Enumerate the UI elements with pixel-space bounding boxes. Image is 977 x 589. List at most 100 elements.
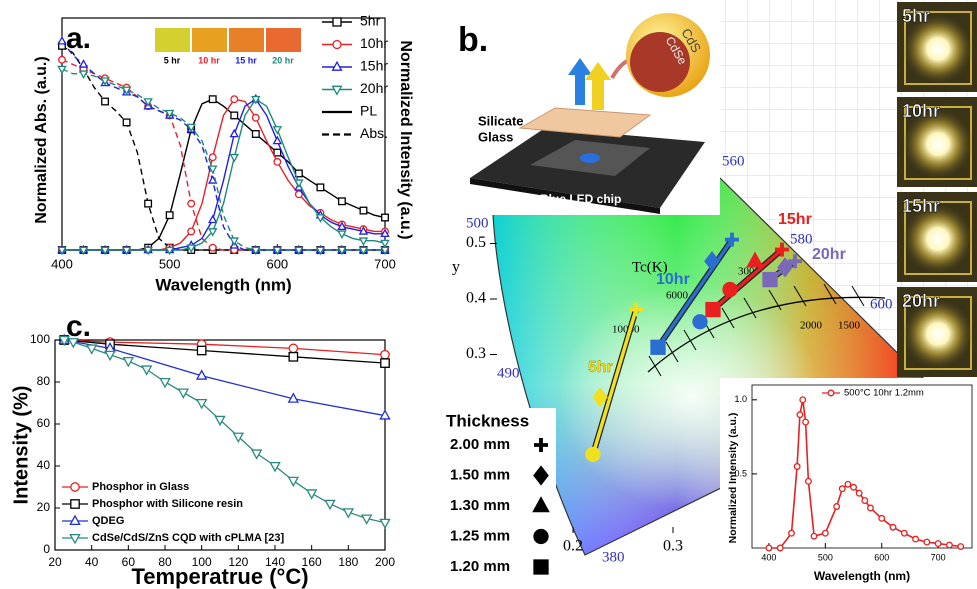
x-tick-label: 0.2 — [563, 538, 583, 555]
marker — [102, 98, 109, 105]
panel-label: b. — [458, 21, 488, 59]
x-tick-label: 400 — [761, 552, 776, 562]
glass-label: Silicate — [478, 113, 524, 128]
marker — [947, 542, 953, 548]
marker — [381, 359, 389, 367]
y-tick-label: 1.0 — [734, 394, 747, 404]
marker — [188, 200, 195, 207]
photo-label: 20hr — [902, 291, 940, 311]
marker — [823, 530, 829, 536]
wavelength-label: 580 — [790, 231, 813, 247]
page: Silicate Glass Blue LED chip CdS CdSe b.… — [0, 0, 977, 589]
thickness-label: 1.50 mm — [450, 466, 510, 483]
marker — [789, 530, 795, 536]
marker — [586, 447, 600, 461]
y-axis-title: Normalized Intensity (a.u.) — [727, 413, 739, 544]
x-tick-label: 400 — [51, 256, 73, 271]
y-axis-title: y — [452, 259, 460, 276]
marker — [253, 114, 260, 121]
marker — [534, 530, 548, 544]
sample-label: 5 hr — [164, 55, 181, 65]
marker — [145, 200, 152, 207]
marker — [902, 530, 908, 536]
marker — [845, 481, 851, 487]
marker — [197, 346, 205, 354]
marker — [834, 504, 840, 510]
marker — [794, 464, 800, 470]
marker — [766, 545, 772, 551]
figure: Silicate Glass Blue LED chip CdS CdSe b.… — [0, 0, 977, 589]
x-tick-label: 600 — [874, 552, 889, 562]
x-tick-label: 600 — [266, 256, 288, 271]
x-tick-label: 700 — [374, 256, 396, 271]
y-tick-label: 20 — [37, 500, 51, 514]
marker — [924, 539, 930, 545]
led-chip — [580, 153, 600, 163]
legend-label: 15hr — [360, 58, 388, 74]
tc-label: 1500 — [838, 320, 861, 332]
thickness-label: 1.25 mm — [450, 527, 510, 544]
sample-photo — [192, 28, 227, 52]
tc-label: 2000 — [800, 320, 823, 332]
y-tick-label: 0 — [43, 542, 50, 556]
y-axis-title: Intensity (%) — [10, 386, 32, 505]
marker — [71, 483, 79, 491]
marker — [253, 131, 260, 138]
thickness-label: 1.30 mm — [450, 497, 510, 514]
marker — [706, 303, 720, 317]
marker — [360, 207, 367, 214]
wavelength-label: 560 — [722, 153, 745, 169]
marker — [188, 228, 195, 235]
marker — [339, 198, 346, 205]
x-tick-label: 700 — [931, 552, 946, 562]
marker — [333, 41, 341, 49]
marker — [935, 541, 941, 547]
sample-label: 10 hr — [198, 55, 220, 65]
y-tick-label: 0.5 — [466, 234, 486, 251]
marker — [317, 184, 324, 191]
marker — [209, 96, 216, 103]
series-label: 10hr — [656, 271, 690, 288]
marker — [890, 524, 896, 530]
marker — [803, 419, 809, 425]
photo-label: 10hr — [902, 101, 940, 121]
legend-label: PL — [360, 103, 377, 119]
tc-label: 6000 — [666, 290, 689, 302]
marker — [209, 244, 216, 251]
marker — [534, 560, 548, 574]
legend-label: 20hr — [360, 80, 388, 96]
glass-label: Glass — [478, 129, 513, 144]
y-tick-label: 100 — [30, 332, 50, 346]
legend-label: Abs. — [360, 125, 388, 141]
marker — [381, 351, 389, 359]
marker — [71, 500, 79, 508]
wavelength-label: 380 — [602, 549, 625, 565]
legend-label: 10hr — [360, 35, 388, 51]
marker — [777, 545, 783, 551]
sample-photo — [266, 28, 301, 52]
marker — [763, 273, 777, 287]
marker — [913, 536, 919, 542]
legend-label: 500°C 10hr 1.2mm — [844, 388, 924, 399]
marker — [289, 353, 297, 361]
series-label: 15hr — [778, 211, 812, 228]
marker — [289, 344, 297, 352]
thickness-label: 2.00 mm — [450, 436, 510, 453]
marker — [59, 56, 66, 63]
x-tick-label: 500 — [159, 256, 181, 271]
x-tick-label: 20 — [48, 555, 62, 569]
wavelength-label: 600 — [870, 296, 893, 312]
x-tick-label: 200 — [375, 555, 395, 569]
marker — [231, 96, 238, 103]
y-tick-label: 60 — [37, 416, 51, 430]
wavelength-label: 490 — [497, 365, 520, 381]
panel-label: c. — [66, 310, 91, 343]
x-tick-label: 500 — [818, 552, 833, 562]
marker — [166, 212, 173, 219]
y-tick-label: 40 — [37, 458, 51, 472]
sample-label: 20 hr — [272, 55, 294, 65]
x-axis-title: Wavelength (nm) — [814, 569, 910, 583]
marker — [851, 484, 857, 490]
thickness-title: Thickness — [446, 411, 529, 430]
photo-label: 15hr — [902, 196, 940, 216]
